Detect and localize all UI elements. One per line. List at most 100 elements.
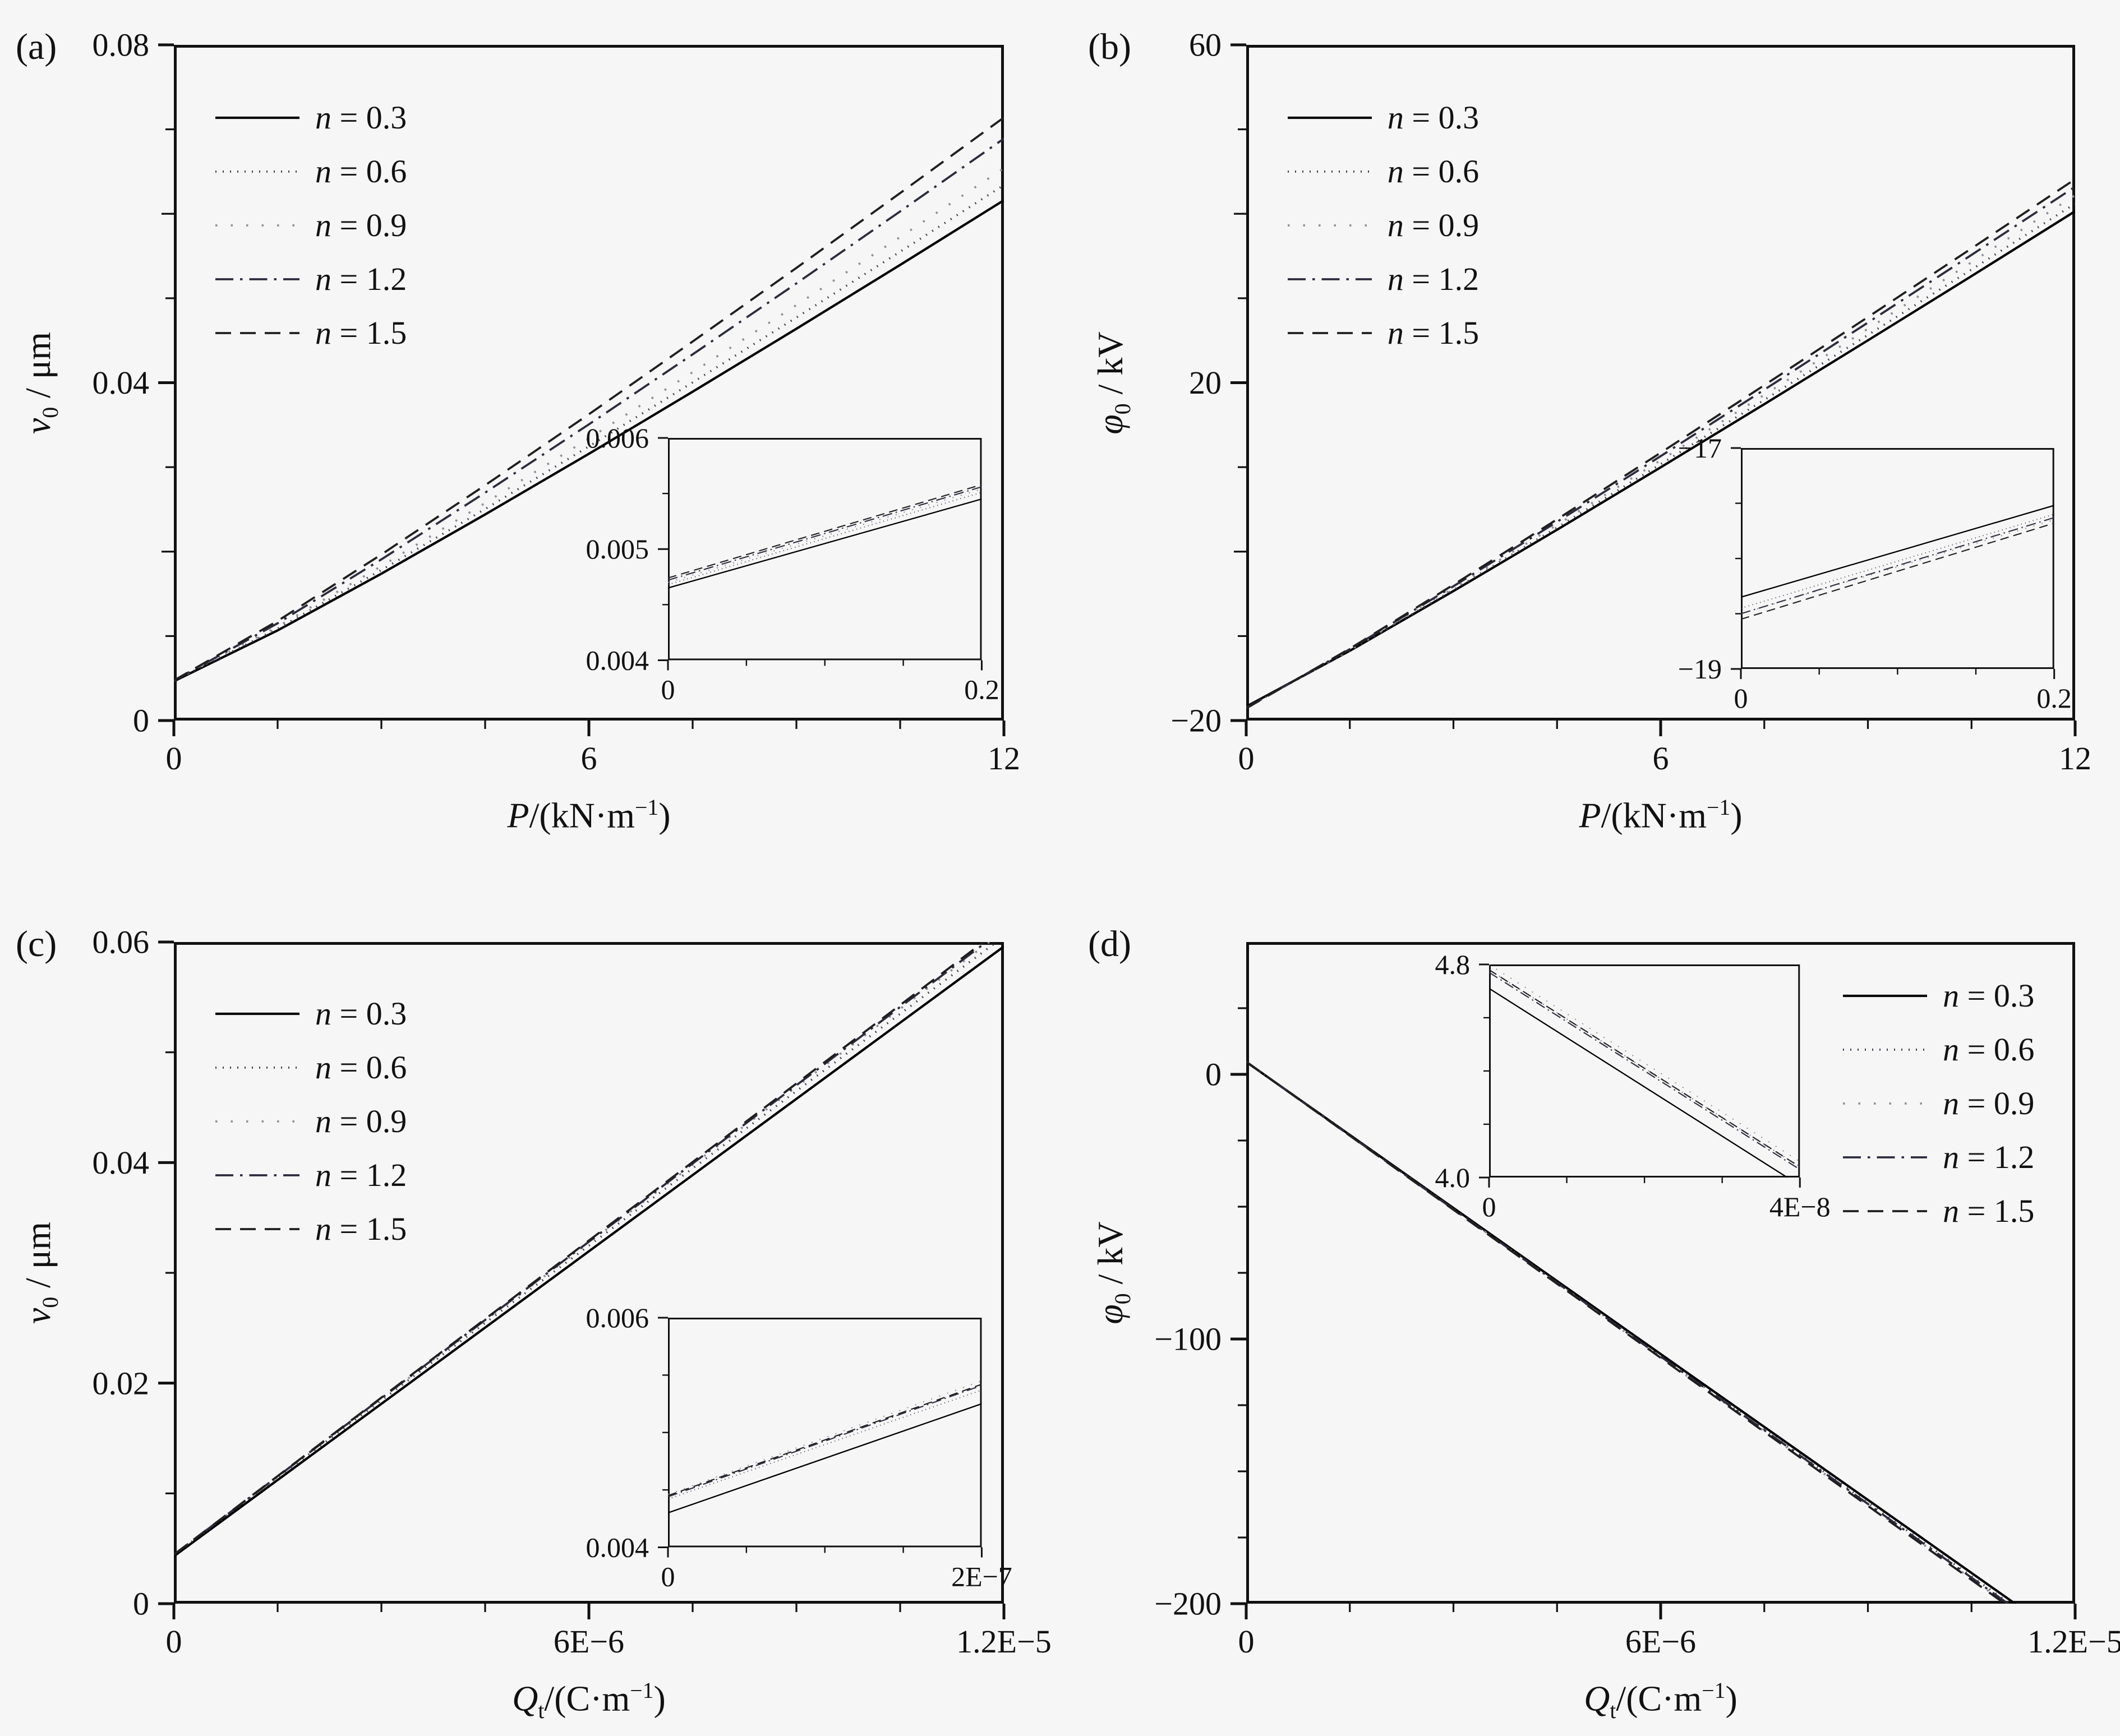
legend-label: n = 0.9 bbox=[1943, 1084, 2034, 1122]
curve-dash-dot-n12 bbox=[174, 137, 1004, 682]
legend-val: = 0.6 bbox=[1959, 1031, 2035, 1068]
legend-label: n = 0.3 bbox=[1943, 977, 2034, 1014]
legend-line-sample bbox=[215, 331, 299, 334]
y-tick-label: 0.006 bbox=[586, 422, 649, 454]
axis-sub: t bbox=[538, 1698, 545, 1724]
y-tick-label: 0 bbox=[1205, 1056, 1222, 1093]
curve-solid-n03 bbox=[1246, 1061, 2017, 1604]
legend-label: n = 0.9 bbox=[315, 206, 407, 244]
curve-solid-n03 bbox=[1741, 505, 2055, 598]
x-tick-label: 1.2E−5 bbox=[956, 1623, 1052, 1660]
legend-label: n = 0.3 bbox=[315, 99, 407, 136]
curve-dot-n09 bbox=[667, 1380, 982, 1495]
legend-label: n = 0.3 bbox=[315, 995, 407, 1032]
curve-solid-n03 bbox=[1489, 987, 1789, 1178]
legend-var: n bbox=[315, 153, 331, 190]
legend-val: = 1.2 bbox=[331, 1157, 407, 1194]
legend-val: = 1.5 bbox=[1959, 1193, 2035, 1230]
axis-var: φ bbox=[1090, 414, 1131, 435]
curve-dash-dot-n12 bbox=[667, 486, 982, 581]
x-tick-label: 0.2 bbox=[964, 674, 999, 705]
x-tick-label: 1.2E−5 bbox=[2027, 1623, 2120, 1660]
axis-text: / kV bbox=[1090, 331, 1131, 403]
legend: n = 0.3 n = 0.6 n = 0.9 n = 1.2 n = 1.5 bbox=[215, 995, 407, 1248]
curve-solid-n03 bbox=[1246, 210, 2075, 708]
y-axis-label: φ0 / kV bbox=[1090, 1221, 1136, 1324]
legend-item: n = 1.5 bbox=[215, 315, 407, 352]
legend-line-sample bbox=[215, 1120, 299, 1123]
legend-val: = 0.3 bbox=[331, 99, 407, 136]
y-tick-label: 20 bbox=[1189, 364, 1222, 401]
y-tick-label: 0.004 bbox=[586, 645, 649, 676]
axis-text: / μm bbox=[18, 1221, 58, 1297]
axis-var: v bbox=[18, 418, 58, 434]
y-axis-label: φ0 / kV bbox=[1090, 331, 1136, 434]
inset-zoom: 0 4E−8 4.0 4.8 bbox=[1435, 949, 1831, 1222]
plot-border bbox=[1246, 45, 2075, 721]
legend-line-sample bbox=[1843, 1156, 1928, 1158]
legend-var: n bbox=[1943, 1085, 1960, 1122]
plot-border bbox=[1489, 964, 1800, 1178]
legend-var: n bbox=[1387, 315, 1404, 352]
axis-sub: 0 bbox=[38, 407, 63, 418]
legend-var: n bbox=[315, 1049, 331, 1086]
legend-item: n = 0.9 bbox=[215, 206, 407, 244]
legend-line-sample bbox=[215, 224, 299, 227]
legend-line-sample bbox=[1843, 994, 1928, 997]
legend-line-sample bbox=[215, 1066, 299, 1069]
axis-text: ) bbox=[1725, 1678, 1738, 1719]
axis-sup: −1 bbox=[630, 1678, 654, 1703]
legend-item: n = 0.6 bbox=[1287, 153, 1479, 190]
legend-label: n = 0.9 bbox=[1388, 206, 1479, 244]
axis-sup: −1 bbox=[1706, 795, 1731, 820]
legend-line-sample bbox=[1287, 278, 1372, 280]
legend-val: = 1.2 bbox=[331, 261, 407, 298]
legend-var: n bbox=[315, 261, 331, 298]
x-tick-label: 0 bbox=[1482, 1191, 1496, 1222]
curve-dot-fine-n06 bbox=[1741, 514, 2055, 610]
legend-label: n = 0.6 bbox=[1943, 1031, 2034, 1068]
legend-var: n bbox=[315, 207, 331, 244]
inset-plot: 0 2E−7 0.004 0.006 bbox=[586, 1302, 1012, 1592]
legend-var: n bbox=[315, 99, 331, 136]
legend-item: n = 0.3 bbox=[215, 995, 407, 1032]
y-tick-label: 0.005 bbox=[586, 534, 649, 565]
curve-dash-dot-n12 bbox=[667, 1385, 982, 1498]
curve-dash-n15 bbox=[667, 484, 982, 579]
inset-zoom: 0 2E−7 0.004 0.006 bbox=[586, 1302, 1012, 1592]
curve-dot-n09 bbox=[1489, 964, 1800, 1162]
axis-text: ) bbox=[653, 1678, 666, 1719]
y-tick-label: 0 bbox=[133, 1586, 149, 1622]
panel-d: (d) 0 6E−6 1.2E−5 −200 −100 0 Qt/(C·m−1) φ0 / kV… bbox=[1088, 924, 2120, 1723]
y-tick-label: −100 bbox=[1154, 1321, 1222, 1358]
legend-item: n = 1.5 bbox=[1287, 315, 1479, 352]
y-tick-label: 0 bbox=[133, 703, 149, 739]
legend-val: = 0.9 bbox=[331, 207, 407, 244]
legend-line-sample bbox=[1287, 331, 1372, 334]
curve-dash-n15 bbox=[1489, 969, 1800, 1167]
legend-item: n = 1.2 bbox=[1843, 1139, 2034, 1175]
inset-zoom: 0 0.2 0.004 0.005 0.006 bbox=[586, 422, 999, 705]
axis-sub: 0 bbox=[1110, 403, 1135, 414]
x-tick-label: 0.2 bbox=[2037, 682, 2072, 714]
y-tick-label: 0.02 bbox=[93, 1365, 150, 1401]
curve-solid-n03 bbox=[174, 945, 1004, 1558]
y-tick-label: 0.04 bbox=[93, 364, 150, 401]
legend-var: n bbox=[1943, 1193, 1960, 1230]
legend-val: = 0.6 bbox=[331, 153, 407, 190]
panel-b: (b) 0 6 12 −20 20 60 P/(kN·m−1) φ0 / kV n = 0.3 n … bbox=[1088, 26, 2091, 835]
main-plot: 0 6E−6 1.2E−5 0 0.02 0.04 0.06 bbox=[93, 924, 1052, 1660]
legend-val: = 1.5 bbox=[331, 315, 407, 352]
x-tick-label: 6E−6 bbox=[554, 1623, 624, 1660]
legend-line-sample bbox=[215, 170, 299, 173]
axis-text: /(C·m bbox=[544, 1678, 630, 1719]
legend-val: = 1.5 bbox=[331, 1211, 407, 1248]
legend-val: = 1.2 bbox=[1403, 261, 1480, 298]
legend-line-sample bbox=[215, 1227, 299, 1230]
legend-val: = 0.6 bbox=[331, 1049, 407, 1086]
panel-tag: (d) bbox=[1088, 924, 1131, 964]
y-tick-label: 4.0 bbox=[1435, 1162, 1471, 1193]
curve-solid-n03 bbox=[667, 498, 982, 589]
main-plot: 0 6E−6 1.2E−5 −200 −100 0 bbox=[1154, 942, 2120, 1660]
